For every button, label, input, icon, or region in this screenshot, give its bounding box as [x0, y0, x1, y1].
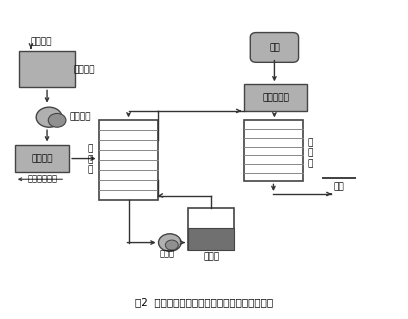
Bar [244, 120, 303, 182]
Circle shape [48, 114, 66, 127]
Text: 增压风机: 增压风机 [69, 112, 91, 121]
Circle shape [159, 234, 181, 251]
Text: 烟囱: 烟囱 [333, 182, 344, 192]
Bar [15, 145, 69, 172]
Text: 脱
硫
塔: 脱 硫 塔 [88, 145, 93, 174]
Text: 调质管段: 调质管段 [31, 154, 53, 163]
Bar [188, 228, 234, 250]
Bar [100, 120, 158, 200]
FancyBboxPatch shape [250, 33, 299, 62]
Text: 焦炉烟气: 焦炉烟气 [31, 37, 53, 47]
Circle shape [36, 107, 62, 127]
Bar [19, 51, 75, 87]
Bar [188, 208, 234, 250]
Text: 氨烟混合器: 氨烟混合器 [262, 93, 289, 102]
Text: 脱
硝
塔: 脱 硝 塔 [308, 138, 313, 168]
Text: 再生池: 再生池 [203, 252, 220, 261]
Text: 氨站: 氨站 [269, 43, 280, 52]
Text: 余热锅炉: 余热锅炉 [73, 65, 95, 74]
Bar [244, 84, 307, 111]
Text: 图2  新型催化法活性炭脱硫脱硝一体化工艺流程: 图2 新型催化法活性炭脱硫脱硝一体化工艺流程 [135, 297, 273, 307]
Circle shape [165, 240, 178, 250]
Text: 反吹风至烟囱: 反吹风至烟囱 [27, 175, 57, 184]
Text: 再生泵: 再生泵 [160, 250, 175, 259]
